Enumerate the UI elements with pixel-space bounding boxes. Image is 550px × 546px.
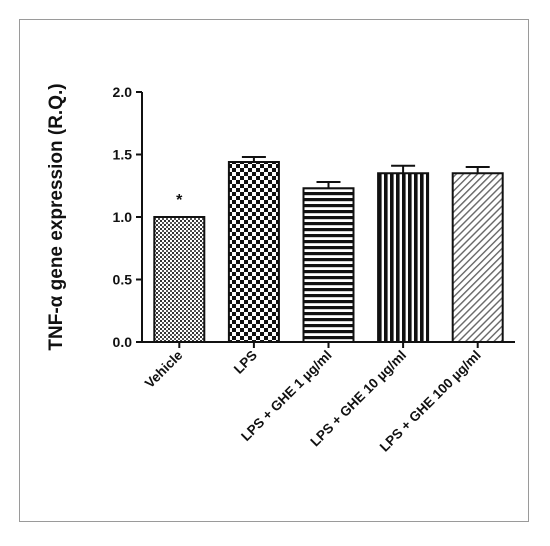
x-tick-label: Vehicle: [142, 347, 186, 391]
y-tick-label: 1.0: [113, 209, 133, 225]
bar-0: [153, 216, 206, 343]
y-tick-label: 0.5: [113, 272, 133, 288]
y-axis-label: TNF-α gene expression (R.Q.): [46, 83, 67, 350]
y-tick-label: 2.0: [113, 84, 133, 100]
bar-3: [377, 172, 430, 343]
y-tick-label: 0.0: [113, 334, 133, 350]
y-axis: 0.0 0.5 1.0 1.5 2.0: [113, 84, 143, 350]
x-tick-label: LPS: [231, 348, 260, 377]
y-tick-label: 1.5: [113, 147, 133, 163]
bar-4: [451, 172, 504, 343]
bar-1: [227, 161, 280, 343]
bar-2: [302, 187, 355, 343]
bars-group: *: [153, 156, 504, 343]
significance-marker: *: [176, 192, 183, 209]
